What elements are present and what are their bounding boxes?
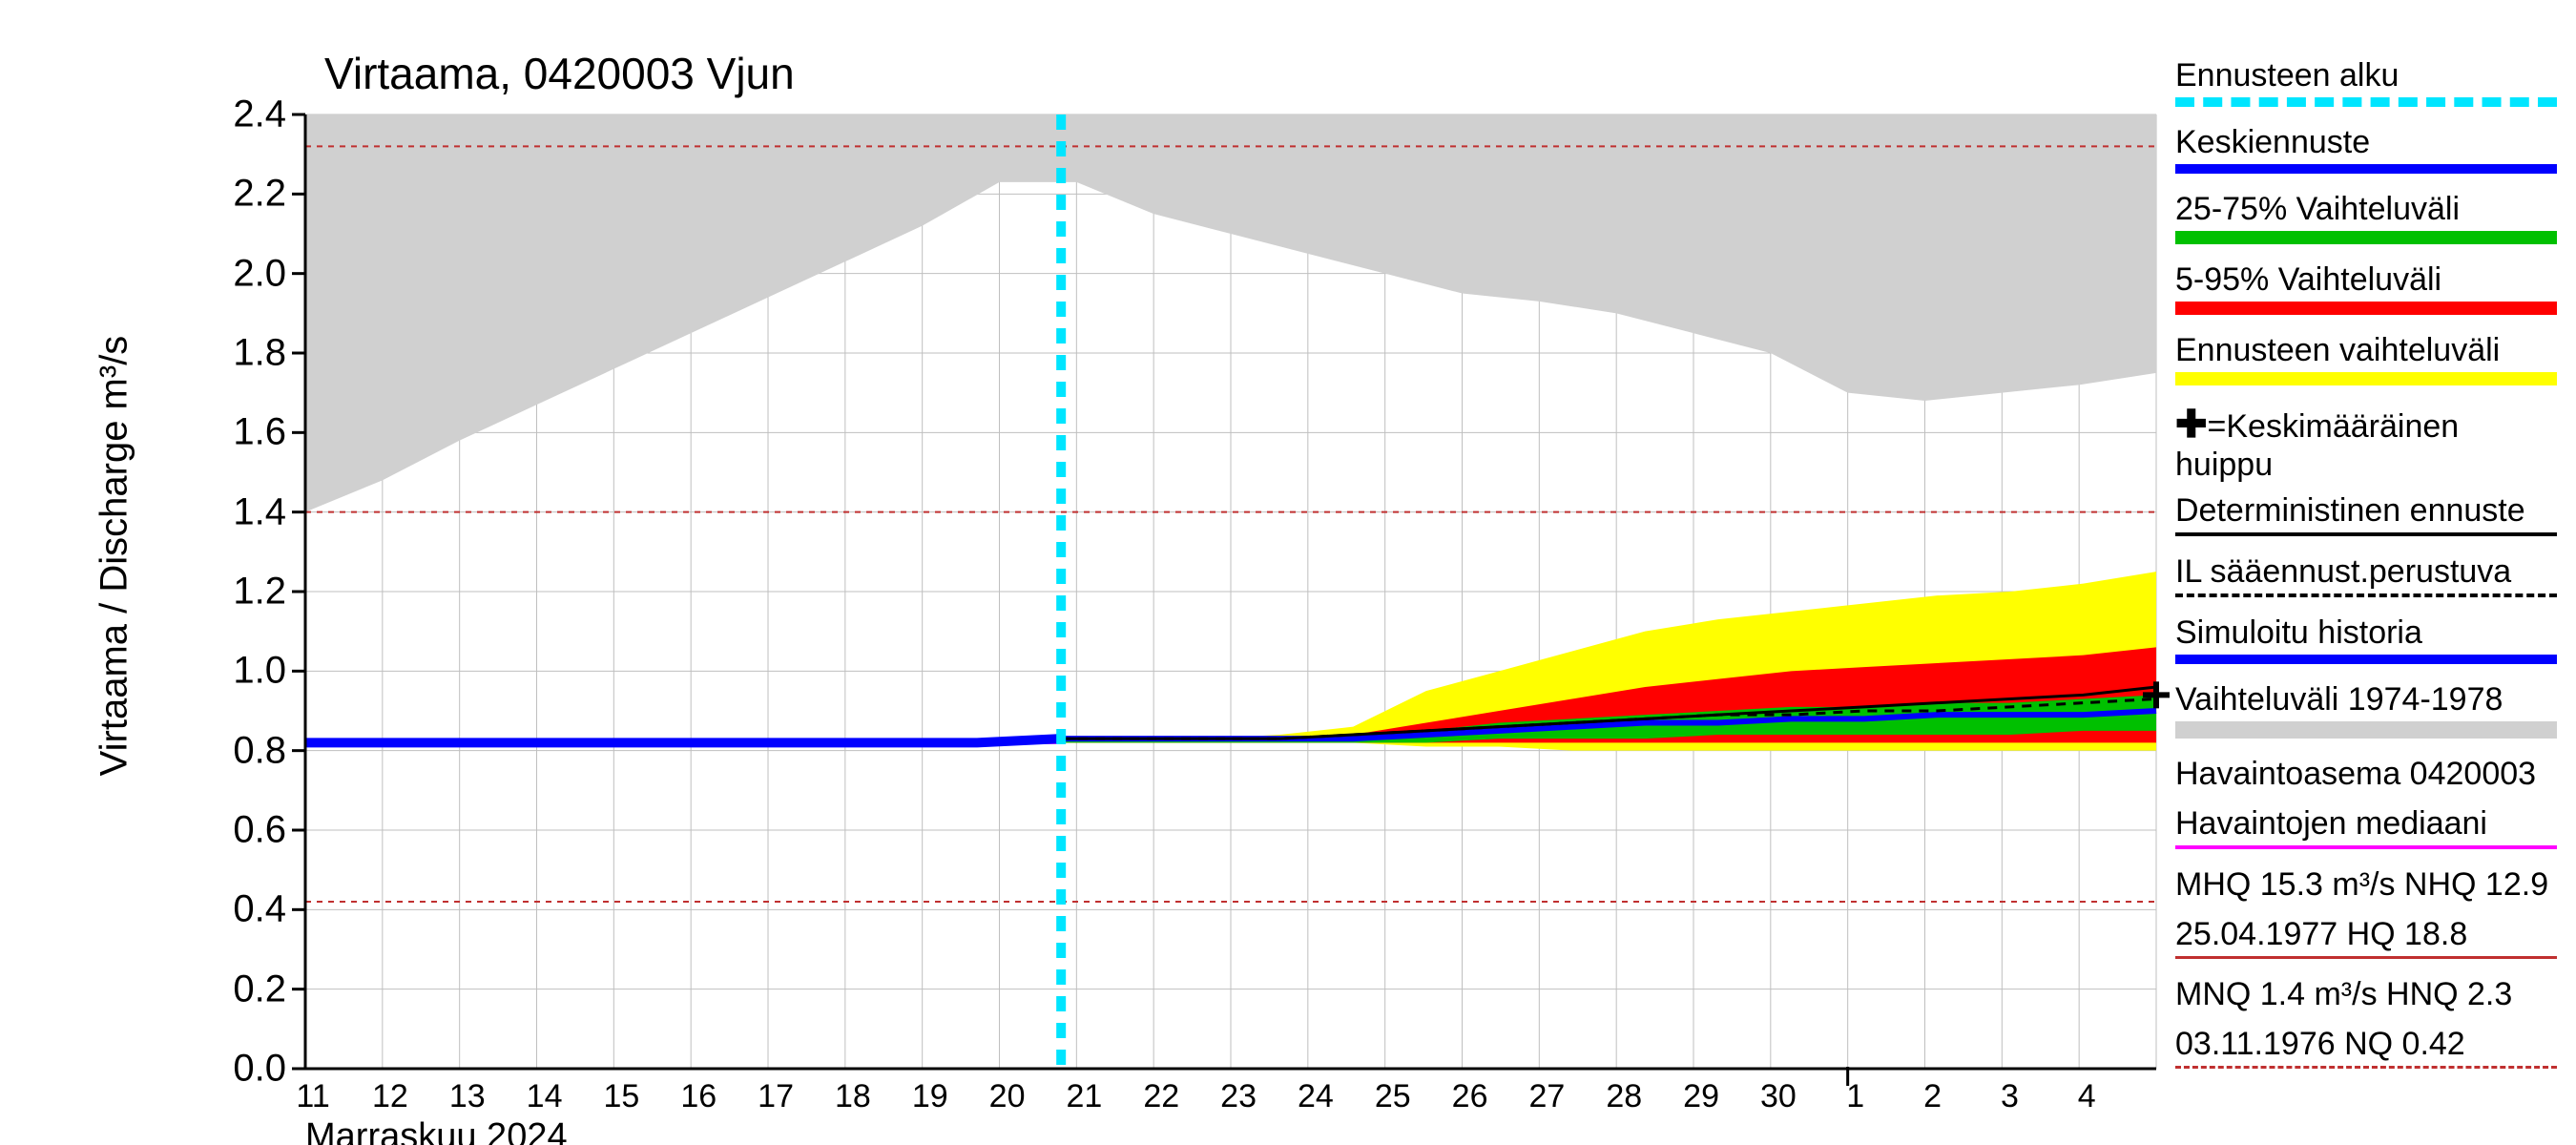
legend-label: Deterministinen ennuste [2175,492,2557,530]
x-tick: 18 [835,1078,871,1115]
x-month-label-fi: Marraskuu 2024 [305,1116,568,1145]
chart-title: Virtaama, 0420003 Vjun [324,48,795,99]
legend-mhq_text: MHQ 15.3 m³/s NHQ 12.9 [2175,866,2557,904]
y-tick: 0.0 [10,1048,286,1091]
legend-label: 25.04.1977 HQ 18.8 [2175,916,2557,953]
legend-label: Simuloitu historia [2175,614,2557,652]
x-tick: 2 [1923,1078,1942,1115]
legend-swatch [2175,1066,2557,1069]
x-tick: 14 [527,1078,563,1115]
y-tick: 2.0 [10,252,286,295]
x-tick: 27 [1528,1078,1565,1115]
legend-mnq_text: MNQ 1.4 m³/s HNQ 2.3 [2175,976,2557,1013]
legend-label: IL sääennust.perustuva [2175,553,2557,591]
legend-swatch [2175,532,2557,536]
y-tick: 1.0 [10,650,286,693]
legend-label: Havaintoasema 0420003 [2175,756,2557,793]
legend-swatch [2175,164,2557,174]
x-tick: 17 [758,1078,794,1115]
legend-iqr_25_75: 25-75% Vaihteluväli [2175,191,2557,228]
x-tick: 30 [1760,1078,1797,1115]
x-tick-labels: 1112131415161718192021222324252627282930… [305,1078,2156,1116]
legend-swatch [2175,845,2557,849]
legend-full_range: Ennusteen vaihteluväli [2175,332,2557,369]
x-tick: 29 [1683,1078,1719,1115]
y-tick: 1.8 [10,332,286,375]
x-tick: 19 [912,1078,948,1115]
y-tick: 1.4 [10,490,286,533]
y-tick: 2.2 [10,173,286,216]
legend-avg_peak: ✚=Keskimääräinen huippu [2175,403,2557,484]
x-tick: 21 [1066,1078,1102,1115]
simulated_history_blue [305,739,1061,742]
legend-hist_range: Vaihteluväli 1974-1978 [2175,681,2557,718]
x-tick: 20 [989,1078,1026,1115]
legend-swatch [2175,655,2557,664]
y-tick: 1.6 [10,411,286,454]
legend-label: 5-95% Vaihteluväli [2175,261,2557,299]
legend-swatch [2175,97,2557,107]
x-tick: 3 [2001,1078,2019,1115]
legend-nq_text: 03.11.1976 NQ 0.42 [2175,1026,2557,1063]
legend-label: MNQ 1.4 m³/s HNQ 2.3 [2175,976,2557,1013]
x-tick: 16 [680,1078,717,1115]
y-tick: 1.2 [10,571,286,614]
x-tick: 28 [1606,1078,1642,1115]
legend-label: MHQ 15.3 m³/s NHQ 12.9 [2175,866,2557,904]
y-tick-labels: 0.00.20.40.60.81.01.21.41.61.82.02.22.4 [0,114,286,1069]
legend-label: 25-75% Vaihteluväli [2175,191,2557,228]
x-tick: 13 [449,1078,486,1115]
legend-obs_median: Havaintojen mediaani [2175,805,2557,843]
legend-sim_history: Simuloitu historia [2175,614,2557,652]
x-tick: 1 [1846,1078,1864,1115]
legend-forecast_start: Ennusteen alku [2175,57,2557,94]
legend-central_forecast: Keskiennuste [2175,124,2557,161]
x-tick: 24 [1298,1078,1334,1115]
legend-swatch [2175,372,2557,385]
legend-swatch [2175,302,2557,315]
legend-label: Havaintojen mediaani [2175,805,2557,843]
legend-label: Vaihteluväli 1974-1978 [2175,681,2557,718]
y-tick: 0.4 [10,888,286,931]
legend-label: Ennusteen alku [2175,57,2557,94]
legend-swatch [2175,231,2557,244]
legend-label: Keskiennuste [2175,124,2557,161]
legend-label: 03.11.1976 NQ 0.42 [2175,1026,2557,1063]
plot-area [305,114,2156,1069]
x-tick: 23 [1220,1078,1257,1115]
legend-hq_text: 25.04.1977 HQ 18.8 [2175,916,2557,953]
discharge-forecast-chart: Virtaama / Discharge m³/s Virtaama, 0420… [0,0,2576,1145]
legend-label: ✚=Keskimääräinen huippu [2175,403,2557,484]
x-tick: 4 [2078,1078,2096,1115]
legend-il_weather: IL sääennust.perustuva [2175,553,2557,591]
x-tick: 22 [1143,1078,1179,1115]
legend-swatch [2175,721,2557,739]
y-tick: 0.8 [10,729,286,772]
legend-deterministic: Deterministinen ennuste [2175,492,2557,530]
legend-swatch [2175,593,2557,597]
x-tick: 25 [1375,1078,1411,1115]
y-tick: 0.2 [10,968,286,1010]
x-tick: 12 [372,1078,408,1115]
y-tick: 2.4 [10,94,286,136]
legend-label: Ennusteen vaihteluväli [2175,332,2557,369]
x-tick: 15 [603,1078,639,1115]
legend-obs_station: Havaintoasema 0420003 [2175,756,2557,793]
y-tick: 0.6 [10,809,286,852]
legend-swatch [2175,956,2557,959]
x-tick: 11 [296,1078,329,1115]
x-tick: 26 [1452,1078,1488,1115]
legend-pr_5_95: 5-95% Vaihteluväli [2175,261,2557,299]
